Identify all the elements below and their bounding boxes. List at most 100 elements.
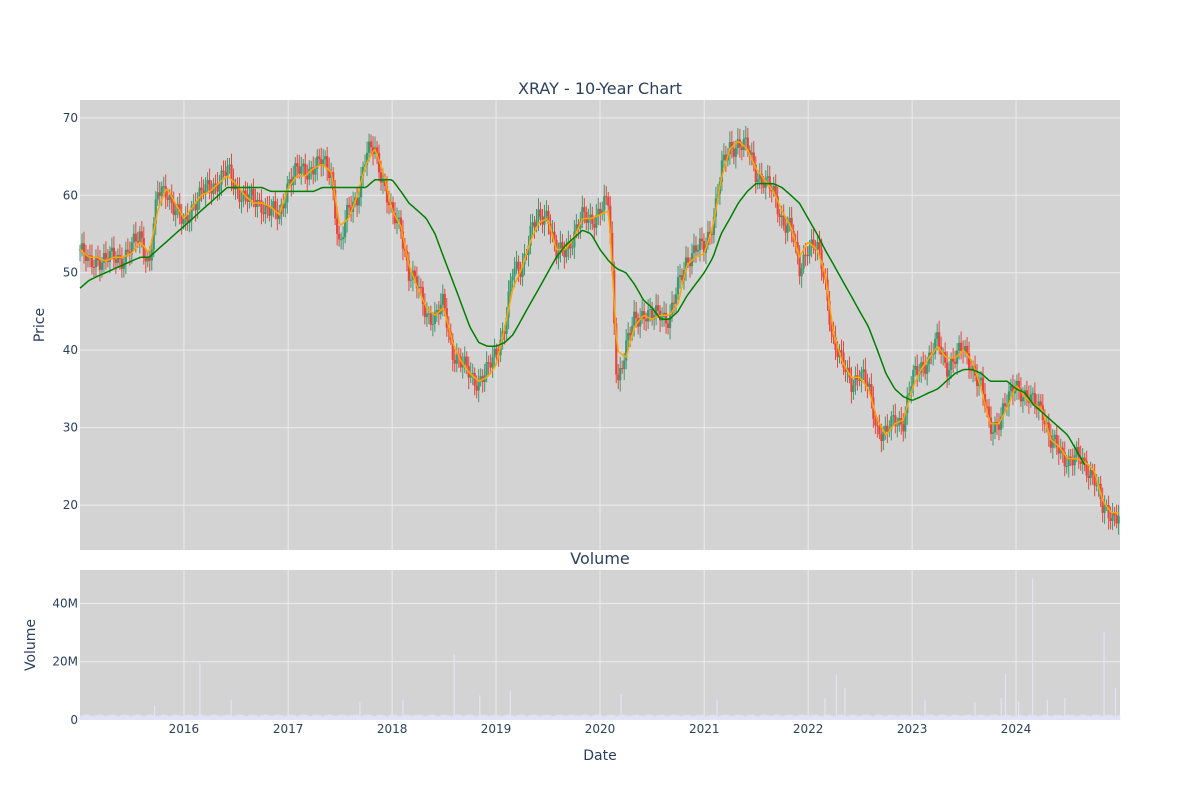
- candle-body: [399, 217, 403, 232]
- x-tick-label: 2022: [793, 722, 824, 736]
- candle-body: [810, 239, 813, 246]
- candle-body: [228, 164, 231, 167]
- candle-body: [220, 170, 223, 185]
- candle-body: [479, 376, 482, 381]
- candle-body: [509, 280, 512, 292]
- candle-body: [413, 270, 416, 277]
- candle-body: [916, 365, 919, 376]
- candle-body: [146, 257, 149, 262]
- candle-body: [505, 317, 508, 334]
- candle-body: [393, 212, 397, 224]
- candle-body: [1083, 457, 1086, 461]
- candle-body: [278, 213, 281, 220]
- candle-body: [651, 309, 654, 320]
- candle-body: [1055, 434, 1058, 448]
- candle-body: [114, 259, 117, 263]
- candle-body: [672, 302, 676, 304]
- candle-body: [521, 264, 524, 277]
- candle-body: [993, 421, 997, 433]
- candle-body: [477, 380, 480, 391]
- candle-body: [816, 242, 819, 251]
- candle-body: [268, 207, 271, 216]
- candle-body: [975, 375, 979, 387]
- candle-body: [1067, 456, 1070, 467]
- price-y-tick-label: 30: [63, 421, 78, 435]
- candle-body: [200, 187, 203, 191]
- candle-body: [740, 147, 743, 151]
- candle-body: [92, 267, 96, 269]
- candle-body: [298, 166, 301, 174]
- candle-body: [1059, 447, 1062, 454]
- candle-body: [130, 242, 133, 255]
- candle-body: [120, 258, 123, 269]
- candle-body: [752, 152, 755, 165]
- candle-body: [565, 249, 568, 258]
- candle-body: [830, 324, 833, 332]
- candle-body: [98, 260, 102, 270]
- price-y-tick-label: 50: [63, 266, 78, 280]
- candle-body: [334, 190, 337, 219]
- candle-body: [776, 196, 779, 215]
- price-y-tick-label: 40: [63, 343, 78, 357]
- candle-body: [678, 275, 682, 278]
- candle-body: [615, 323, 618, 375]
- candle-body: [433, 312, 436, 324]
- candle-body: [142, 238, 145, 257]
- candle-body: [1017, 380, 1021, 389]
- candle-body: [860, 371, 863, 382]
- candle-body: [272, 201, 275, 210]
- candle-body: [473, 372, 476, 386]
- candle-body: [866, 382, 869, 387]
- candle-body: [808, 245, 811, 256]
- candle-body: [82, 243, 86, 254]
- candle-body: [258, 199, 261, 201]
- candle-body: [196, 200, 199, 211]
- candle-body: [575, 224, 578, 232]
- candle-body: [391, 202, 395, 213]
- candle-body: [1049, 435, 1052, 448]
- date-x-ticks: 2016 2017 2018 2019 2020 2021 2022 2023 2024: [169, 722, 1032, 736]
- candle-body: [1003, 403, 1007, 407]
- price-chart-title: XRAY - 10-Year Chart: [518, 79, 682, 98]
- candle-body: [702, 241, 706, 253]
- candle-body: [206, 179, 209, 185]
- candle-body: [1025, 390, 1028, 398]
- candle-body: [202, 190, 205, 195]
- candle-body: [786, 223, 789, 233]
- candle-body: [742, 138, 745, 151]
- candle-body: [788, 217, 791, 224]
- candle-body: [365, 152, 369, 165]
- candle-body: [310, 167, 313, 169]
- candle-body: [453, 359, 456, 364]
- candle-body: [952, 358, 955, 362]
- candle-body: [1007, 391, 1011, 407]
- candle-body: [649, 309, 652, 311]
- candle-body: [244, 190, 247, 195]
- volume-y-ticks: 0 20M 40M: [52, 596, 78, 727]
- candle-body: [724, 154, 727, 161]
- x-tick-label: 2023: [897, 722, 928, 736]
- volume-bars: [79, 578, 1121, 720]
- candle-body: [431, 323, 434, 325]
- x-axis-label: Date: [583, 748, 616, 764]
- candle-body: [485, 362, 488, 376]
- candle-body: [208, 179, 211, 191]
- candle-body: [230, 164, 233, 180]
- candle-body: [818, 242, 821, 250]
- candle-body: [326, 156, 329, 170]
- x-tick-label: 2024: [1001, 722, 1032, 736]
- candle-body: [1113, 512, 1116, 515]
- candle-body: [90, 255, 94, 268]
- candle-body: [487, 362, 490, 364]
- candle-body: [308, 168, 311, 180]
- candle-body: [533, 222, 536, 228]
- candle-body: [1111, 512, 1114, 522]
- candle-body: [559, 242, 562, 253]
- candle-body: [491, 357, 494, 368]
- candle-body: [603, 196, 606, 211]
- candle-body: [94, 256, 98, 268]
- candle-body: [1093, 474, 1096, 486]
- price-y-ticks: 20 30 40 50 60 70: [63, 111, 78, 512]
- candle-body: [126, 249, 129, 252]
